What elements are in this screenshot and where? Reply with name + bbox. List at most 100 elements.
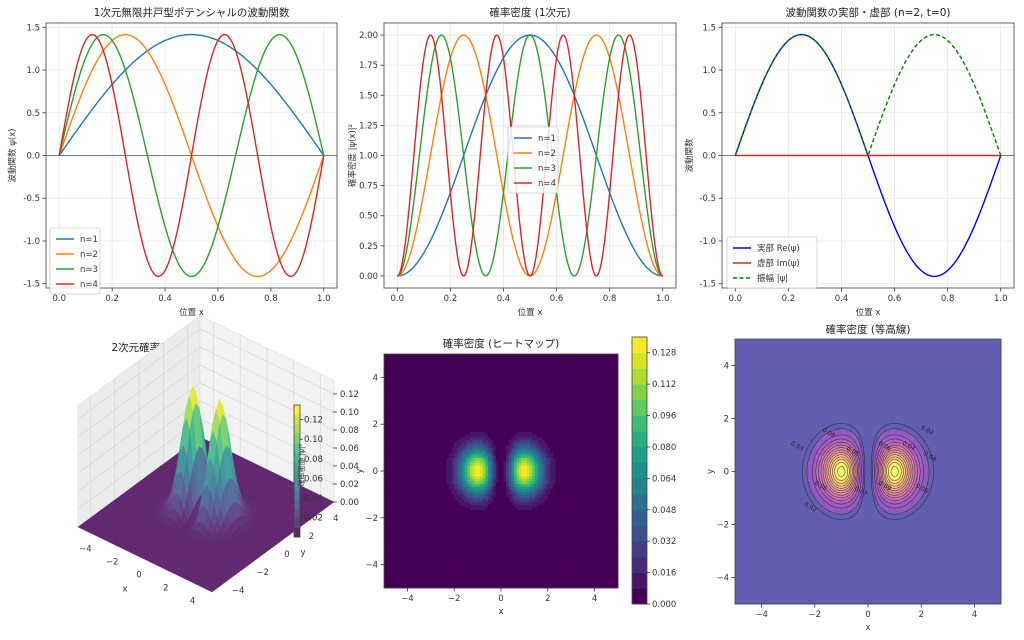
heat-cell <box>503 442 507 446</box>
heat-cell <box>399 400 403 404</box>
heat-cell <box>423 455 426 459</box>
heat-cell <box>516 562 520 565</box>
heat-cell <box>438 494 442 498</box>
heat-cell <box>449 406 452 409</box>
heat-cell <box>384 452 387 456</box>
heat-cell <box>456 356 460 360</box>
heat-cell <box>428 554 432 558</box>
heat-cell <box>469 424 473 428</box>
heat-cell <box>485 478 489 482</box>
heat-cell <box>469 572 473 576</box>
heat-cell <box>415 380 419 383</box>
heat-cell <box>488 445 491 448</box>
heat-cell <box>485 497 489 500</box>
heat-cell <box>508 369 512 373</box>
heat-cell <box>482 377 486 381</box>
heat-cell <box>386 424 390 428</box>
heat-cell <box>488 520 491 524</box>
heat-cell <box>451 432 455 435</box>
heat-cell <box>514 572 517 576</box>
heat-cell <box>503 400 507 404</box>
heat-cell <box>425 523 429 526</box>
heat-cell <box>488 361 491 365</box>
heat-cell <box>506 411 510 415</box>
heat-cell <box>415 361 419 365</box>
heat-cell <box>493 499 497 503</box>
heat-cell <box>511 471 515 474</box>
legend: 実部 Re(ψ)虚部 Im(ψ)振幅 |ψ| <box>726 236 818 289</box>
heat-cell <box>420 510 424 513</box>
heat-cell <box>503 575 507 578</box>
heat-cell <box>441 564 445 568</box>
heat-cell <box>506 359 510 363</box>
heat-cell <box>521 447 525 451</box>
heat-cell <box>386 398 390 402</box>
heat-cell <box>464 416 468 420</box>
heat-cell <box>506 434 510 438</box>
heat-cell <box>430 403 434 407</box>
heat-cell <box>446 452 450 456</box>
heat-cell <box>480 528 484 532</box>
heat-cell <box>399 416 403 420</box>
heat-cell <box>402 374 406 378</box>
heat-cell <box>438 413 442 417</box>
heat-cell <box>438 562 442 565</box>
heat-cell <box>480 538 484 542</box>
heat-cell <box>412 419 416 422</box>
heat-cell <box>454 455 458 459</box>
heat-cell <box>511 551 515 555</box>
heat-cell <box>407 460 411 464</box>
heat-cell <box>423 523 426 526</box>
heat-cell <box>417 538 421 542</box>
heat-cell <box>407 549 411 552</box>
heat-cell <box>462 538 465 542</box>
heat-cell <box>477 559 481 563</box>
heat-cell <box>482 481 486 485</box>
heat-cell <box>425 476 429 480</box>
heat-cell <box>399 426 403 430</box>
heat-cell <box>443 450 447 454</box>
heat-cell <box>508 546 512 550</box>
heat-cell <box>506 429 510 433</box>
heat-cell <box>417 354 421 357</box>
heat-cell <box>501 554 504 558</box>
heat-cell <box>490 541 494 545</box>
heat-cell <box>415 507 419 511</box>
heat-cell <box>451 530 455 534</box>
heat-cell <box>480 416 484 420</box>
heat-cell <box>428 447 432 451</box>
heat-cell <box>436 380 439 383</box>
heat-cell <box>443 530 447 534</box>
heat-cell <box>488 556 491 560</box>
heat-cell <box>430 424 434 428</box>
heat-cell <box>485 445 489 448</box>
heat-cell <box>503 395 507 399</box>
heat-cell <box>498 510 502 513</box>
heat-cell <box>412 562 416 565</box>
heat-cell <box>443 517 447 521</box>
heat-cell <box>485 369 489 373</box>
heat-cell <box>493 356 497 360</box>
heat-cell <box>469 489 473 493</box>
heat-cell <box>441 533 445 537</box>
heat-cell <box>456 562 460 565</box>
heat-cell <box>493 437 497 441</box>
heat-cell <box>456 512 460 516</box>
heat-cell <box>420 473 424 477</box>
heat-cell <box>506 419 510 422</box>
heat-cell <box>443 525 447 529</box>
heat-cell <box>456 572 460 576</box>
heat-cell <box>394 585 398 589</box>
heat-cell <box>514 577 517 581</box>
heat-cell <box>456 367 460 370</box>
heat-cell <box>511 554 515 558</box>
heat-cell <box>477 551 481 555</box>
heat-cell <box>436 442 439 446</box>
heat-cell <box>464 572 468 576</box>
heat-cell <box>519 478 523 482</box>
heat-cell <box>394 445 398 448</box>
heat-cell <box>389 395 393 399</box>
heat-cell <box>511 484 515 487</box>
heat-cell <box>402 432 406 435</box>
heat-cell <box>475 543 478 547</box>
